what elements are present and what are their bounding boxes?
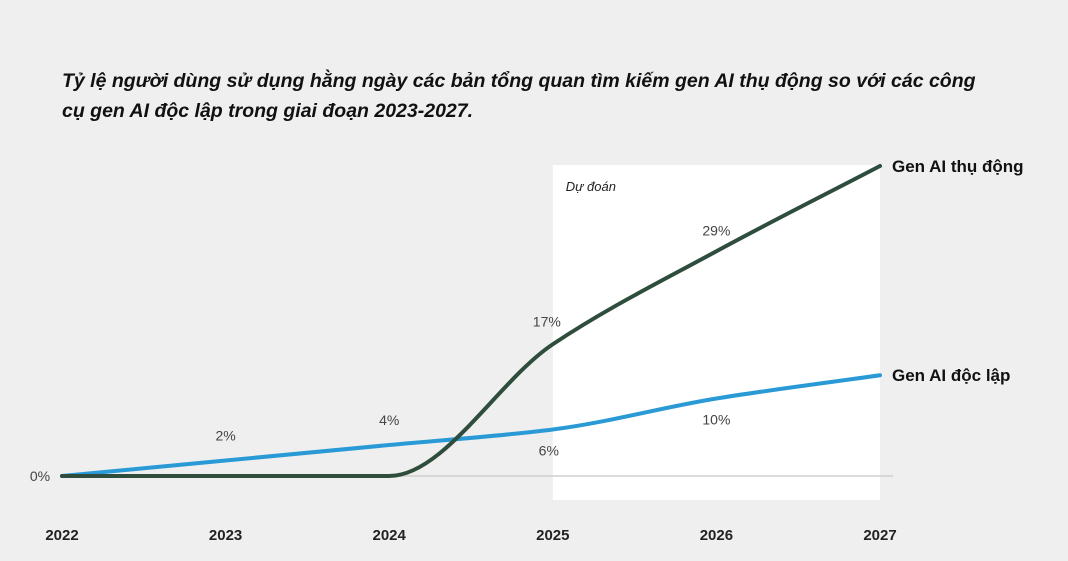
x-tick-label: 2023 [209,527,242,544]
series-line-passive [60,164,882,479]
data-label: 2% [215,428,235,444]
x-tick-label: 2024 [373,527,407,544]
data-label: 6% [539,443,559,459]
series-label-standalone: Gen AI độc lập [892,366,1010,385]
data-label: 0% [30,468,50,484]
forecast-label: Dự đoán [566,179,616,194]
data-label: 29% [702,222,730,238]
forecast-region [552,165,880,500]
x-tick-label: 2022 [45,527,78,544]
series-label-passive: Gen AI thụ động [892,157,1024,176]
chart-title: Tỷ lệ người dùng sử dụng hằng ngày các b… [62,70,976,122]
data-label: 17% [533,313,561,329]
x-tick-label: 2027 [863,527,896,544]
data-label: 10% [702,412,730,428]
x-tick-label: 2026 [700,527,733,544]
x-tick-label: 2025 [536,527,569,544]
data-label: 4% [379,412,399,428]
series-line-standalone [60,373,882,478]
